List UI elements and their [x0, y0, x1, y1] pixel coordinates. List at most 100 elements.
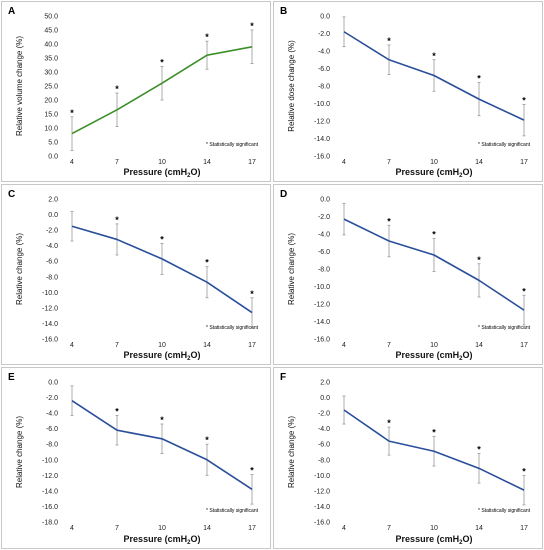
y-tick-label: 2.0 [48, 197, 58, 204]
y-tick-label: -16.0 [314, 520, 330, 527]
x-tick-label: 17 [248, 525, 256, 532]
y-tick-label: -8.0 [318, 84, 330, 91]
significance-star: * [70, 108, 74, 118]
y-tick-label: -14.0 [314, 319, 330, 326]
panel-letter: B [280, 6, 287, 17]
y-axis-title: Relative dose change (%) [287, 40, 296, 132]
series-line [71, 225, 253, 314]
panel-letter: C [8, 189, 15, 200]
y-tick-label: -10.0 [314, 473, 330, 480]
y-tick-label: 0.0 [48, 154, 58, 161]
y-tick-label: 45.0 [44, 28, 58, 35]
chart-panel-f: F 2.0 0.0 -2.0 -4.0 -6.0 -8.0 -10.0 -12.0 -14.0 -1… [273, 367, 543, 549]
significance-star: * [115, 215, 119, 225]
series-line [343, 218, 525, 311]
significance-star: * [205, 32, 209, 42]
significance-star: * [115, 406, 119, 416]
significance-star: * [387, 216, 391, 226]
x-tick-label: 14 [475, 525, 483, 532]
y-tick-label: 40.0 [44, 42, 58, 49]
y-axis-title: Relative change (%) [15, 416, 24, 488]
y-tick-label: -6.0 [46, 259, 58, 266]
x-tick-label: 7 [387, 342, 391, 349]
significance-star: * [250, 21, 254, 31]
significance-note: * Statistically significant [206, 508, 259, 514]
y-tick-label: -12.0 [314, 488, 330, 495]
x-tick-label: 7 [115, 525, 119, 532]
significance-star: * [205, 258, 209, 268]
x-tick-label: 14 [475, 342, 483, 349]
y-tick-label: -8.0 [318, 267, 330, 274]
panel-letter: E [8, 372, 15, 383]
y-tick-label: -6.0 [318, 442, 330, 449]
x-axis-title: Pressure (cmH2O) [396, 534, 473, 546]
x-tick-label: 4 [70, 342, 74, 349]
series-line [343, 31, 525, 121]
significance-star: * [387, 36, 391, 46]
panel-letter: F [280, 372, 286, 383]
y-tick-label: 0.0 [48, 380, 58, 387]
x-tick-label: 10 [430, 342, 438, 349]
y-tick-label: -10.0 [314, 101, 330, 108]
x-tick-label: 4 [70, 159, 74, 166]
x-tick-label: 14 [475, 159, 483, 166]
y-tick-label: 15.0 [44, 112, 58, 119]
panel-border [1, 1, 271, 182]
x-tick-label: 4 [342, 159, 346, 166]
significance-star: * [432, 427, 436, 437]
y-tick-label: 30.0 [44, 70, 58, 77]
y-tick-label: -4.0 [318, 232, 330, 239]
significance-note: * Statistically significant [478, 325, 531, 331]
y-tick-label: -4.0 [46, 411, 58, 418]
x-tick-label: 10 [430, 159, 438, 166]
y-tick-label: -10.0 [314, 284, 330, 291]
y-tick-label: -12.0 [42, 305, 58, 312]
x-axis-title: Pressure (cmH2O) [124, 350, 201, 362]
y-tick-label: 2.0 [320, 380, 330, 387]
y-tick-label: -14.0 [314, 504, 330, 511]
x-axis-title: Pressure (cmH2O) [396, 350, 473, 362]
y-tick-label: -2.0 [318, 214, 330, 221]
y-tick-label: -14.0 [314, 136, 330, 143]
y-tick-label: -16.0 [42, 337, 58, 344]
x-tick-label: 7 [387, 159, 391, 166]
y-tick-label: -14.0 [42, 488, 58, 495]
significance-star: * [160, 57, 164, 67]
y-tick-label: 5.0 [48, 140, 58, 147]
significance-star: * [250, 466, 254, 476]
chart-panel-c: C 2.0 0.0 -2.0 -4.0 -6.0 -8.0 -10.0 -12.0 -14.0 -1… [1, 184, 271, 365]
panel-letter: A [8, 6, 15, 17]
significance-star: * [522, 466, 526, 476]
y-tick-label: -4.0 [318, 426, 330, 433]
y-tick-label: 0.0 [320, 395, 330, 402]
y-tick-label: -8.0 [46, 274, 58, 281]
y-tick-label: -2.0 [46, 395, 58, 402]
significance-star: * [522, 95, 526, 105]
panel-letter: D [280, 189, 287, 200]
x-tick-label: 7 [387, 525, 391, 532]
panel-border [273, 367, 543, 549]
significance-star: * [522, 286, 526, 296]
y-tick-label: -14.0 [42, 321, 58, 328]
y-tick-label: -8.0 [46, 442, 58, 449]
significance-star: * [477, 445, 481, 455]
y-tick-label: -2.0 [318, 31, 330, 38]
y-tick-label: 0.0 [320, 197, 330, 204]
y-tick-label: 10.0 [44, 126, 58, 133]
chart-panel-d: D 0.0 -2.0 -4.0 -6.0 -8.0 -10.0 -12.0 -14.0 -16.0… [273, 184, 543, 365]
y-axis-title: Relative volume change (%) [15, 36, 24, 136]
y-tick-label: 35.0 [44, 56, 58, 63]
y-axis-title: Relative change (%) [287, 416, 296, 488]
y-tick-label: -4.0 [318, 49, 330, 56]
significance-note: * Statistically significant [206, 325, 259, 331]
y-tick-label: -18.0 [42, 520, 58, 527]
series-line [71, 399, 253, 491]
x-axis-title: Pressure (cmH2O) [124, 167, 201, 179]
y-tick-label: -4.0 [46, 243, 58, 250]
panel-border [1, 367, 271, 549]
y-tick-label: -8.0 [318, 457, 330, 464]
y-axis-title: Relative change (%) [15, 233, 24, 305]
x-tick-label: 4 [342, 342, 346, 349]
y-tick-label: 50.0 [44, 14, 58, 21]
y-tick-label: 0.0 [320, 14, 330, 21]
